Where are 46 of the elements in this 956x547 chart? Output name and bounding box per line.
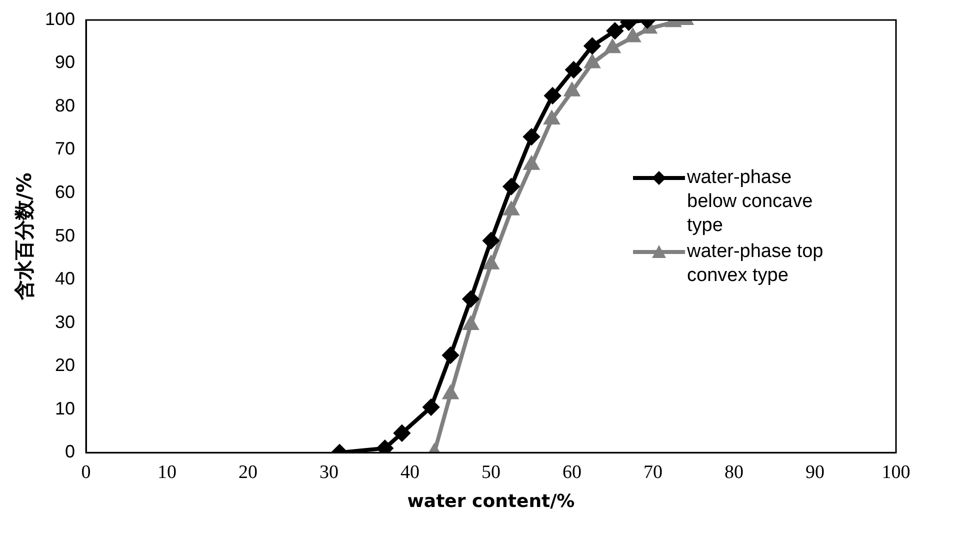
y-tick-label: 40 xyxy=(55,268,76,289)
point xyxy=(566,62,582,78)
x-tick-label: 10 xyxy=(158,462,177,483)
x-tick-label: 80 xyxy=(724,462,744,483)
x-tick-label: 40 xyxy=(400,462,420,483)
point xyxy=(504,202,518,216)
point xyxy=(423,399,440,416)
point xyxy=(605,40,620,54)
y-tick-label: 100 xyxy=(44,8,76,29)
point xyxy=(524,128,540,145)
point xyxy=(443,386,458,400)
x-axis-title: water content/% xyxy=(407,490,575,512)
point xyxy=(484,256,498,270)
point xyxy=(564,83,580,96)
point xyxy=(606,22,623,39)
x-tick-label: 50 xyxy=(482,462,501,483)
y-tick-label: 20 xyxy=(55,355,76,376)
point xyxy=(464,316,478,330)
y-tick-label: 60 xyxy=(55,182,76,202)
x-tick-label: 0 xyxy=(81,462,91,483)
point xyxy=(544,88,561,104)
point xyxy=(483,232,500,249)
legend-label: water-phase top convex type xyxy=(687,240,824,288)
y-tick-label: 10 xyxy=(55,398,76,418)
x-tick-label: 70 xyxy=(644,462,663,483)
point xyxy=(626,29,640,42)
x-tick-label: 90 xyxy=(806,462,825,483)
point xyxy=(394,425,410,442)
x-tick-label: 100 xyxy=(882,462,910,483)
y-tick-label: 80 xyxy=(55,95,76,116)
point xyxy=(585,55,600,68)
point xyxy=(544,112,559,124)
y-tick-label: 90 xyxy=(55,52,76,72)
point xyxy=(442,347,459,364)
x-tick-label: 30 xyxy=(320,462,339,483)
x-tick-label: 60 xyxy=(562,462,582,483)
point xyxy=(584,38,600,54)
point xyxy=(524,156,539,170)
y-axis-title: 含水百分数/% xyxy=(12,172,36,301)
y-tick-label: 50 xyxy=(55,225,76,246)
point xyxy=(462,291,479,308)
point xyxy=(503,178,520,195)
y-tick-label: 30 xyxy=(55,312,76,332)
y-tick-label: 0 xyxy=(65,442,76,462)
x-tick-label: 20 xyxy=(238,462,258,483)
y-tick-label: 70 xyxy=(55,138,76,159)
